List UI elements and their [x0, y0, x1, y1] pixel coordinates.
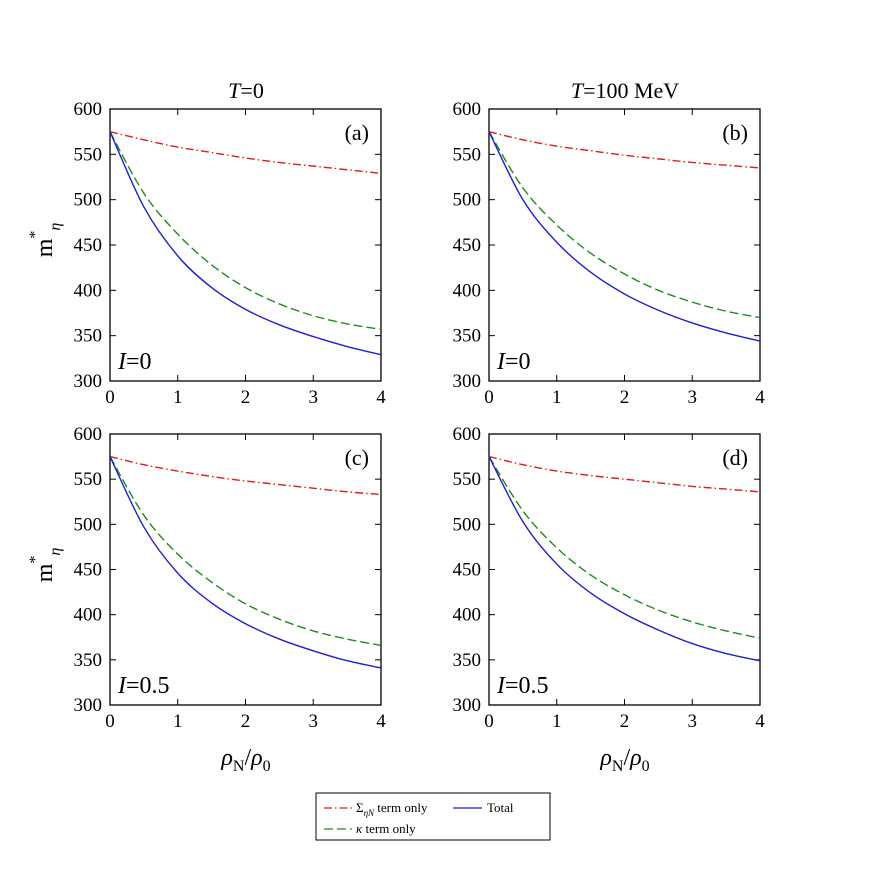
y-tick-label: 300: [74, 695, 103, 716]
y-tick-label: 600: [74, 99, 103, 120]
y-tick-label: 500: [74, 514, 103, 535]
x-tick-label: 0: [484, 387, 494, 408]
series-line-total: [109, 456, 382, 669]
x-tick-label: 1: [173, 711, 183, 732]
y-tick-label: 500: [74, 190, 103, 211]
panel-label: (d): [722, 445, 748, 470]
series-line-sigma: [488, 455, 761, 493]
x-tick-label: 3: [309, 711, 319, 732]
plot-frame: [109, 108, 382, 382]
legend-label-kappa: κ term only: [356, 821, 416, 836]
plot-frame: [488, 433, 761, 706]
legend-label-total: Total: [487, 800, 514, 815]
isospin-label: I=0: [496, 349, 531, 375]
panel-label: (b): [722, 120, 748, 145]
x-tick-label: 2: [620, 711, 630, 732]
x-tick-label: 4: [755, 711, 765, 732]
y-tick-label: 550: [453, 469, 482, 490]
series-line-kappa: [109, 131, 382, 331]
isospin-label: I=0: [117, 349, 152, 375]
y-tick-label: 600: [74, 424, 103, 445]
series-line-sigma: [109, 455, 382, 496]
y-tick-label: 300: [453, 695, 482, 716]
legend-box: [315, 792, 551, 841]
series-line-kappa: [488, 131, 761, 319]
svg-text:m*η: m*η: [27, 548, 64, 583]
series-line-total: [109, 131, 382, 356]
x-tick-label: 1: [552, 711, 562, 732]
ylabel-top: m*η: [27, 223, 64, 258]
panel-d: 300 350 400 450 500 550 600 0 1 2 3 4 (d) I=0.5: [453, 424, 766, 732]
y-tick-label: 450: [74, 560, 103, 581]
column-title-t100: T=100 MeV: [571, 78, 679, 103]
x-tick-label: 3: [688, 387, 698, 408]
ylabel-bottom: m*η: [27, 548, 64, 583]
y-tick-label: 600: [453, 424, 482, 445]
x-tick-label: 2: [620, 387, 630, 408]
plot-frame: [109, 433, 382, 706]
y-tick-label: 500: [453, 514, 482, 535]
y-tick-label: 550: [453, 144, 482, 165]
legend-label-sigma: ΣηN term only: [356, 800, 428, 818]
y-tick-label: 400: [453, 605, 482, 626]
x-tick-label: 4: [376, 387, 386, 408]
panel-label: (a): [345, 120, 369, 145]
series-line-sigma: [109, 130, 382, 175]
y-tick-label: 350: [453, 326, 482, 347]
y-tick-label: 300: [453, 371, 482, 392]
y-tick-label: 550: [74, 144, 103, 165]
x-tick-label: 0: [484, 711, 494, 732]
series-line-total: [488, 131, 761, 342]
y-tick-label: 350: [74, 650, 103, 671]
legend: ΣηN term only Total κ term only: [315, 792, 551, 841]
plot-frame: [488, 108, 761, 382]
isospin-label: I=0.5: [496, 673, 549, 699]
x-tick-label: 3: [309, 387, 319, 408]
x-tick-label: 2: [241, 711, 251, 732]
x-tick-label: 3: [688, 711, 698, 732]
series-line-sigma: [488, 130, 761, 169]
y-tick-label: 550: [74, 469, 103, 490]
y-tick-label: 400: [74, 605, 103, 626]
series-line-total: [488, 456, 761, 662]
x-tick-label: 0: [105, 711, 115, 732]
x-tick-label: 1: [552, 387, 562, 408]
panel-label: (c): [345, 445, 369, 470]
panel-b: 300 350 400 450 500 550 600 0 1 2 3 4 (b) I=0: [453, 99, 766, 408]
svg-text:m*η: m*η: [27, 223, 64, 258]
xlabel-right: ρN/ρ0: [599, 745, 649, 775]
x-tick-label: 4: [376, 711, 386, 732]
y-tick-label: 400: [453, 280, 482, 301]
column-title-t100-rest: =100 MeV: [583, 78, 679, 103]
y-tick-label: 350: [74, 326, 103, 347]
y-tick-label: 450: [74, 235, 103, 256]
y-tick-label: 300: [74, 371, 103, 392]
y-tick-label: 450: [453, 235, 482, 256]
x-tick-label: 2: [241, 387, 251, 408]
isospin-label: I=0.5: [117, 673, 170, 699]
xlabel-left: ρN/ρ0: [220, 745, 270, 775]
panel-a: 300 350 400 450 500 550 600 0 1 2 3 4 (a) I=0: [74, 99, 387, 408]
y-tick-label: 450: [453, 560, 482, 581]
series-line-kappa: [488, 456, 761, 639]
y-tick-label: 350: [453, 650, 482, 671]
column-title-t0: T=0: [228, 78, 264, 103]
y-tick-label: 400: [74, 280, 103, 301]
x-tick-label: 4: [755, 387, 765, 408]
x-tick-label: 1: [173, 387, 183, 408]
series-line-kappa: [109, 456, 382, 647]
y-tick-label: 600: [453, 99, 482, 120]
y-tick-label: 500: [453, 190, 482, 211]
x-tick-label: 0: [105, 387, 115, 408]
panel-c: 300 350 400 450 500 550 600 0 1 2 3 4 (c) I=0.5: [74, 424, 387, 732]
column-title-t0-rest: =0: [240, 78, 263, 103]
